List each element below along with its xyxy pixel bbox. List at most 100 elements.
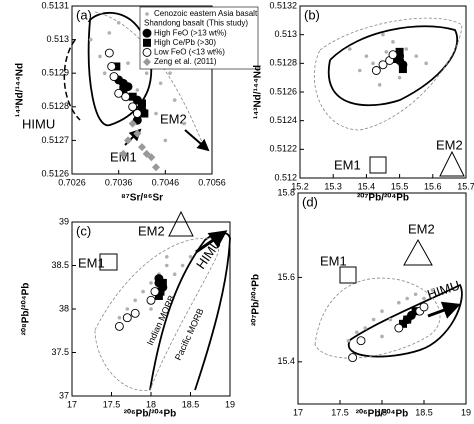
y-tick-label: 0.5129 [41,68,69,78]
annotation: EM2 [160,111,187,126]
x-tick-label: 17.5 [331,407,349,417]
plot-frame [71,5,213,175]
x-tick-label: 17 [67,399,77,409]
y-tick-label: 15.8 [277,187,295,197]
y-tick-label: 38 [59,303,69,313]
point [380,334,384,339]
point [130,308,140,318]
legend-symbol [143,58,151,66]
em1-symbol [99,253,118,271]
point [135,88,140,92]
point [348,47,352,51]
em2-symbol [403,238,433,266]
dashed-field [94,11,206,151]
point [346,338,351,343]
point [150,287,160,297]
point [117,315,122,320]
panel-label: (b) [304,7,320,22]
x-tick-label: 18 [377,407,387,417]
point [133,129,142,138]
point [165,254,169,259]
point [152,163,160,172]
point [397,300,401,305]
point [165,263,169,268]
point [348,353,358,363]
point [107,31,112,35]
x-tick-label: 18.5 [182,399,200,409]
annotation: HIMU [193,236,224,272]
y-tick-label: 39 [59,216,69,226]
point [384,50,389,54]
point [144,71,149,75]
y-tick-label: 38.5 [51,260,69,270]
point [141,289,145,294]
point [122,313,132,323]
point [149,307,153,311]
point [363,326,368,330]
x-axis-label: ⁸⁷Sr/⁸⁶Sr [121,193,163,204]
point [378,60,388,70]
y-tick-label: 0.5131 [41,0,69,10]
x-tick-label: 15.5 [391,181,409,191]
y-tick-label: 0.513 [274,29,297,39]
y-axis-label: ¹⁴³Nd/¹⁴⁴Nd [253,65,264,119]
y-tick-label: 0.5132 [269,0,297,10]
legend-symbol [142,28,152,38]
point [371,317,376,322]
y-tick-label: 0.5124 [269,115,297,125]
point [138,143,146,152]
point [168,71,172,75]
point [132,109,142,118]
point [128,92,137,101]
point [430,288,435,292]
legend-symbol [145,12,149,16]
point [413,292,418,297]
point [381,32,385,37]
x-tick-label: 0.7026 [58,177,86,187]
point [422,296,426,301]
dashed-field [313,17,463,131]
point [388,50,398,60]
legend-symbol [142,47,152,57]
legend-label: Cenozoic eastern Asia basalt [154,9,258,18]
point [124,136,132,145]
point [125,307,130,311]
annotation: EM1 [78,255,105,270]
x-tick-label: 15.7 [457,181,474,191]
y-axis-label: ²⁰⁷Pb/²⁰⁴Pb [251,274,262,326]
point [154,111,158,116]
legend-label: Zeng et al. (2011) [154,57,217,66]
point [107,62,117,71]
y-tick-label: 15.6 [277,272,295,282]
panel-label: (a) [76,7,92,22]
legend-box [139,6,259,70]
y-axis-label: ¹⁴³Nd/¹⁴⁴Nd [15,63,26,117]
point [180,263,185,268]
point [88,37,93,42]
y-tick-label: 0.5126 [41,168,69,178]
point [128,119,137,128]
x-tick-label: 15.3 [324,181,342,191]
point [405,296,410,301]
point [98,54,102,59]
point [147,153,156,162]
point [371,61,375,66]
point [398,65,407,74]
field-outline [87,11,153,127]
y-tick-label: 15.4 [277,356,295,366]
legend-label: High Ce/Pb (>30) [154,38,216,47]
x-tick-label: 18 [146,399,156,409]
annotation: EM1 [334,157,361,172]
y-axis-label: ²⁰⁸Pb/²⁰⁴Pb [21,283,32,336]
point [140,109,149,118]
em2-symbol [168,210,194,237]
x-tick-label: 15.6 [424,181,442,191]
x-tick-label: 17 [293,407,303,417]
point [357,68,362,73]
point [182,121,186,126]
point [172,272,177,277]
x-axis-label: ²⁰⁷Pb/²⁰⁴Pb [357,193,409,204]
himu-curve [63,39,81,121]
annotation: EM2 [138,223,165,238]
